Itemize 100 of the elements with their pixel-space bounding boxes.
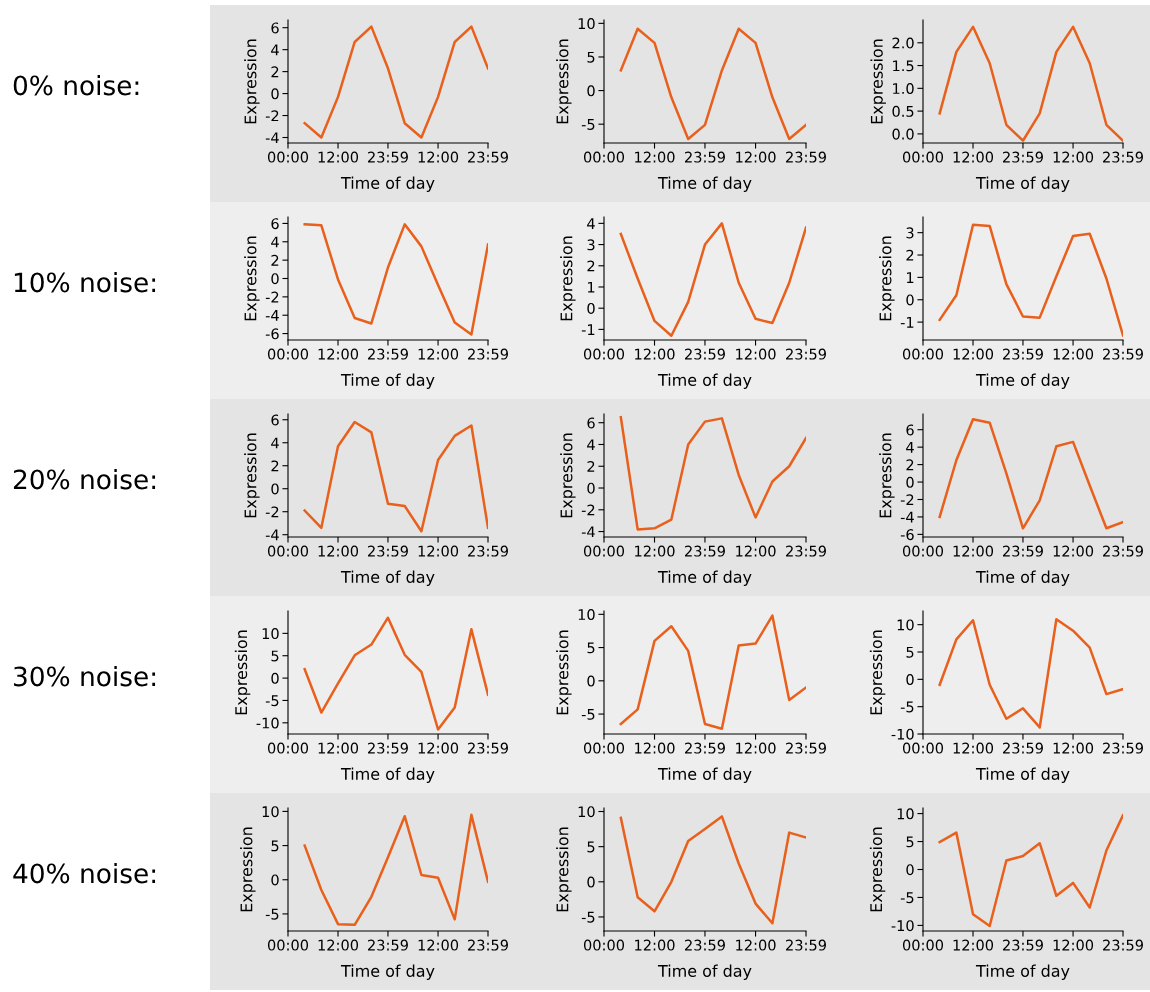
y-tick-label: 10 xyxy=(897,808,914,820)
x-tick-label: 23:59 xyxy=(786,545,826,557)
x-tick-label: 23:59 xyxy=(685,545,725,557)
x-axis-title: Time of day xyxy=(975,176,1070,193)
y-axis-title: Expression xyxy=(244,433,260,518)
line-series xyxy=(938,617,1123,729)
x-tick-label: 23:59 xyxy=(1103,545,1143,557)
line-series xyxy=(938,25,1123,142)
y-tick-label: -10 xyxy=(891,728,914,740)
y-tick-label: 3 xyxy=(906,227,914,239)
x-tick-label: 00:00 xyxy=(583,348,625,360)
line-series xyxy=(303,223,488,336)
y-tick-label: 10 xyxy=(262,806,279,818)
y-tick-label: 0 xyxy=(587,302,595,314)
x-tick-label: 23:59 xyxy=(1103,939,1143,951)
x-tick-label: 23:59 xyxy=(468,742,508,754)
x-tick-label: 23:59 xyxy=(1103,151,1143,163)
y-tick-label: -6 xyxy=(900,529,914,541)
text: 20% noise: xyxy=(13,468,156,490)
y-tick-label: 4 xyxy=(587,218,595,229)
y-tick-label: 6 xyxy=(587,417,595,429)
x-tick-label: 12:00 xyxy=(953,939,994,951)
y-tick-label: -5 xyxy=(265,695,279,707)
y-tick-label: 0 xyxy=(906,294,914,306)
y-tick-label: 3 xyxy=(587,239,595,251)
y-tick-label: -5 xyxy=(581,708,595,720)
line-series xyxy=(938,417,1123,530)
y-tick-label: 10 xyxy=(262,628,279,640)
y-tick-label: 4 xyxy=(587,439,595,451)
x-axis-title: Time of day xyxy=(340,767,435,784)
x-tick-label: 00:00 xyxy=(583,742,625,754)
y-axis-title: Expression xyxy=(244,236,260,321)
x-axis-title: Time of day xyxy=(657,373,752,390)
y-tick-label: 5 xyxy=(587,841,595,853)
text: 10% noise: xyxy=(14,271,156,293)
line-series xyxy=(938,814,1123,928)
x-tick-label: 00:00 xyxy=(267,939,309,951)
x-tick-label: 12:00 xyxy=(318,545,359,557)
x-tick-label: 00:00 xyxy=(267,151,309,163)
text: 40% noise: xyxy=(13,862,156,884)
x-axis-title: Time of day xyxy=(975,570,1070,587)
x-tick-label: 12:00 xyxy=(635,545,675,557)
y-tick-label: -4 xyxy=(581,526,595,538)
y-tick-label: 2 xyxy=(587,460,595,472)
x-tick-label: 12:00 xyxy=(1053,348,1094,360)
y-tick-label: 2 xyxy=(587,260,595,272)
text: 30% noise: xyxy=(14,665,156,687)
x-tick-label: 12:00 xyxy=(418,545,459,557)
y-tick-label: 0 xyxy=(271,672,279,684)
y-tick-label: -10 xyxy=(891,920,914,932)
y-tick-label: 0 xyxy=(906,674,914,686)
x-tick-label: 23:59 xyxy=(1003,939,1043,951)
y-tick-label: -1 xyxy=(581,324,595,335)
x-tick-label: 23:59 xyxy=(786,348,826,360)
y-tick-label: -1 xyxy=(900,317,914,328)
x-tick-label: 12:00 xyxy=(953,742,994,754)
x-axis-title: Time of day xyxy=(975,373,1070,390)
x-tick-label: 23:59 xyxy=(1003,151,1043,163)
y-axis-title: Expression xyxy=(244,39,260,124)
x-tick-label: 23:59 xyxy=(1103,348,1143,360)
x-tick-label: 23:59 xyxy=(1103,742,1143,754)
y-axis-title: Expression xyxy=(870,39,886,124)
x-axis-title: Time of day xyxy=(340,570,435,587)
y-tick-label: 2 xyxy=(271,66,279,78)
x-tick-label: 23:59 xyxy=(786,939,826,951)
y-axis-title: Expression xyxy=(556,827,572,912)
y-tick-label: 5 xyxy=(906,646,914,658)
x-tick-label: 12:00 xyxy=(953,151,994,163)
line-series xyxy=(619,416,806,531)
x-tick-label: 12:00 xyxy=(418,742,459,754)
y-axis-title: Expression xyxy=(879,236,895,321)
x-tick-label: 23:59 xyxy=(468,348,508,360)
y-tick-label: 5 xyxy=(906,836,914,848)
y-axis-title: Expression xyxy=(556,39,572,124)
y-tick-label: 0 xyxy=(587,675,595,687)
x-tick-label: 12:00 xyxy=(736,742,776,754)
x-tick-label: 12:00 xyxy=(635,348,675,360)
x-tick-label: 12:00 xyxy=(1053,742,1094,754)
y-tick-label: -5 xyxy=(900,892,914,904)
x-tick-label: 23:59 xyxy=(368,151,408,163)
x-tick-label: 23:59 xyxy=(685,939,725,951)
x-tick-label: 23:59 xyxy=(368,742,408,754)
y-tick-label: 4 xyxy=(906,442,914,453)
y-tick-label: 2 xyxy=(271,254,279,266)
y-tick-label: 10 xyxy=(578,806,595,818)
x-tick-label: 12:00 xyxy=(418,939,459,951)
y-tick-label: 0 xyxy=(587,85,595,97)
line-series xyxy=(619,614,806,730)
x-tick-label: 12:00 xyxy=(1053,939,1094,951)
x-tick-label: 00:00 xyxy=(267,545,309,557)
x-axis-title: Time of day xyxy=(340,964,435,981)
y-tick-label: 2 xyxy=(906,459,914,471)
y-axis-title: Expression xyxy=(560,236,576,321)
y-tick-label: 10 xyxy=(578,609,595,621)
x-tick-label: 12:00 xyxy=(736,348,776,360)
y-tick-label: 2.0 xyxy=(892,37,914,49)
y-tick-label: 0 xyxy=(906,864,914,876)
y-tick-label: 0 xyxy=(271,273,279,285)
y-tick-label: -2 xyxy=(900,494,914,506)
y-tick-label: -5 xyxy=(265,908,279,920)
